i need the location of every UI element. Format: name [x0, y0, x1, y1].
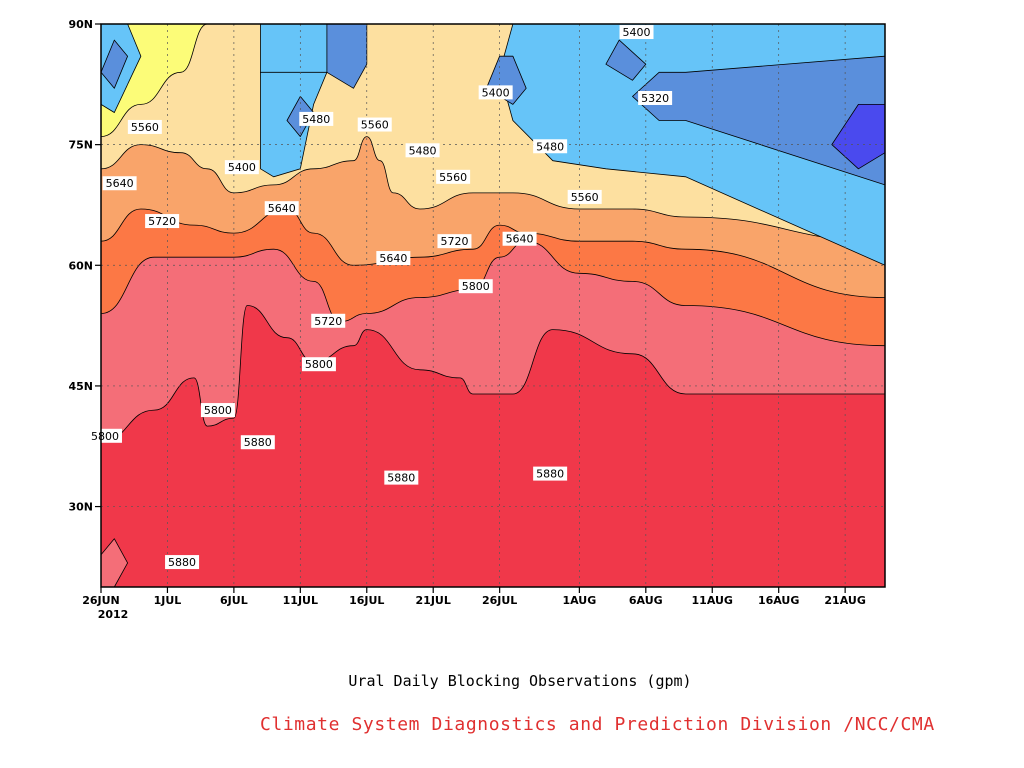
x-tick-label: 1AUG	[562, 594, 596, 607]
contour-label: 5320	[641, 92, 669, 105]
contour-label-bg	[405, 143, 440, 158]
contour-label: 5400	[228, 161, 256, 174]
contour-label: 5800	[91, 430, 119, 443]
contour-label-bg	[533, 466, 568, 481]
plot-frame	[100, 23, 886, 588]
x-tick-label: 1JUL	[154, 594, 182, 607]
contour-label: 5560	[439, 171, 467, 184]
x-tick-label: 16AUG	[758, 594, 799, 607]
patch-0	[100, 39, 128, 89]
contour-label: 5880	[387, 472, 415, 485]
contour-label-bg	[200, 403, 235, 418]
contour-label: 5480	[536, 140, 564, 153]
x-tick-label: 26JUL	[482, 594, 517, 607]
contour-label-bg	[127, 119, 162, 134]
contour-label-bg	[165, 555, 200, 570]
contour-label-bg	[299, 111, 334, 126]
contour-label: 5880	[168, 556, 196, 569]
y-tick-label: 30N	[68, 501, 93, 514]
axes: 90N 75N 60N 45N 30N 26JUN 1JUL 6JUL 11JUL 16JUL 21…	[68, 18, 886, 621]
x-tick-label: 11AUG	[692, 594, 733, 607]
contour-label: 5560	[361, 119, 389, 132]
contour-label: 5800	[462, 280, 490, 293]
x-tick-label: 6JUL	[220, 594, 248, 607]
contour-label-bg	[478, 85, 513, 100]
contour-label-bg	[437, 234, 472, 249]
contour-label: 5720	[314, 315, 342, 328]
contour-label: 5880	[536, 468, 564, 481]
contour-label-bg	[502, 231, 537, 246]
contour-label-bg	[87, 428, 122, 443]
contour-fills	[100, 23, 886, 588]
contour-label: 5480	[302, 113, 330, 126]
contour-label: 5400	[623, 26, 651, 39]
x-tick-label: 6AUG	[629, 594, 663, 607]
contour-label-bg	[102, 176, 137, 191]
contour-label: 5400	[482, 86, 510, 99]
x-tick-label: 11JUL	[283, 594, 318, 607]
contour-label-bg	[224, 160, 259, 175]
contour-label-bg	[357, 117, 392, 132]
contour-label-bg	[240, 435, 275, 450]
contour-label: 5560	[571, 191, 599, 204]
chart-caption: Ural Daily Blocking Observations (gpm)	[348, 672, 692, 690]
contour-label-bg	[145, 214, 180, 229]
contour-label: 5560	[131, 121, 159, 134]
y-tick-label: 60N	[68, 259, 93, 272]
contour-label-bg	[638, 90, 673, 105]
contour-label: 5640	[106, 177, 134, 190]
contour-label-bg	[376, 251, 411, 266]
contour-label: 5800	[204, 404, 232, 417]
contour-label: 5720	[440, 235, 468, 248]
patch-3	[605, 39, 647, 81]
y-tick-label: 75N	[68, 139, 93, 152]
contour-label-bg	[301, 357, 336, 372]
contour-label-bg	[264, 201, 299, 216]
x-tick-label: 26JUN	[82, 594, 120, 607]
contour-labels: 5560 5480 5560 5400 5400 5400 5320 5480 5480 5560…	[87, 25, 673, 570]
x-year-label: 2012	[98, 608, 129, 621]
chart-credit: Climate System Diagnostics and Predictio…	[260, 714, 935, 735]
contour-label: 5640	[268, 202, 296, 215]
contour-label: 5880	[244, 436, 272, 449]
y-tick-label: 90N	[68, 18, 93, 31]
contour-label-bg	[567, 189, 602, 204]
contour-label-bg	[384, 470, 419, 485]
x-tick-label: 21JUL	[416, 594, 451, 607]
contour-label-bg	[619, 25, 654, 40]
contour-label-bg	[311, 313, 346, 328]
contour-label: 5480	[409, 144, 437, 157]
contour-label: 5640	[506, 233, 534, 246]
x-tick-label: 16JUL	[349, 594, 384, 607]
contour-label-bg	[533, 139, 568, 154]
contour-label: 5800	[305, 358, 333, 371]
x-tick-label: 21AUG	[824, 594, 865, 607]
contour-label-bg	[436, 169, 471, 184]
contour-label: 5640	[379, 252, 407, 265]
contour-label: 5720	[148, 215, 176, 228]
contour-label-bg	[458, 279, 493, 294]
y-tick-label: 45N	[68, 380, 93, 393]
